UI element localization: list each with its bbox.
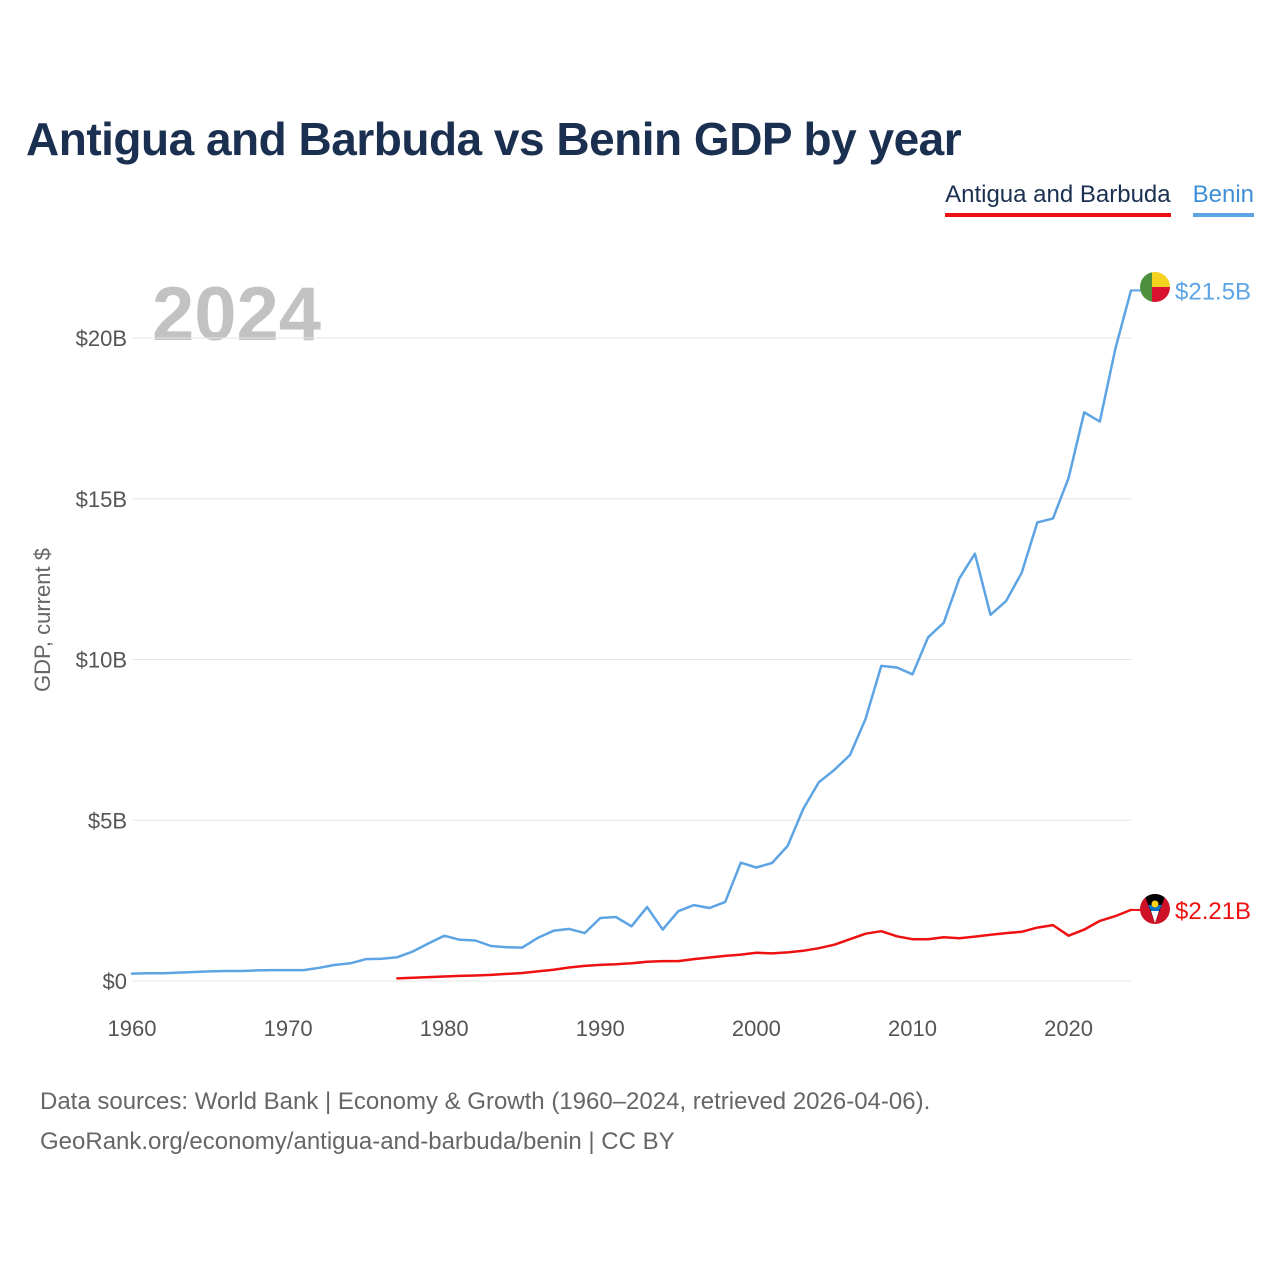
legend-item-benin[interactable]: Benin	[1192, 180, 1254, 217]
gdp-line-chart: 2024 $0 $5B $10B $15B $20B 1960 1970 1980 1990 2…	[30, 272, 1251, 1041]
x-tick-label: 2000	[732, 1016, 781, 1041]
series-group	[130, 289, 1141, 980]
x-tick-label: 1960	[108, 1016, 157, 1041]
series-line-antigua-and-barbuda[interactable]	[396, 908, 1133, 980]
end-labels: $21.5B $2.21B	[1175, 278, 1251, 925]
legend-item-antigua-and-barbuda[interactable]: Antigua and Barbuda	[945, 180, 1171, 217]
y-tick-label: $10B	[76, 648, 127, 673]
footer-link[interactable]: GeoRank.org/economy/antigua-and-barbuda/…	[40, 1128, 675, 1155]
end-value-label-benin: $21.5B	[1175, 278, 1251, 305]
chart-title: Antigua and Barbuda vs Benin GDP by year	[26, 113, 962, 165]
antigua-and-barbuda-flag-icon	[1140, 894, 1170, 924]
end-value-label-antigua-and-barbuda: $2.21B	[1175, 898, 1251, 925]
y-axis-label: GDP, current $	[30, 548, 55, 692]
x-tick-label: 1980	[420, 1016, 469, 1041]
benin-flag-icon	[1140, 272, 1170, 302]
y-axis-ticks: $0 $5B $10B $15B $20B	[76, 326, 127, 994]
current-year-label: 2024	[152, 272, 321, 357]
x-tick-label: 1970	[264, 1016, 313, 1041]
y-tick-label: $0	[103, 969, 127, 994]
x-axis-ticks: 1960 1970 1980 1990 2000 2010 2020	[108, 1016, 1094, 1041]
y-tick-label: $5B	[88, 808, 127, 833]
y-tick-label: $15B	[76, 487, 127, 512]
x-tick-label: 2020	[1044, 1016, 1093, 1041]
legend: Antigua and Barbuda Benin	[945, 180, 1254, 217]
footer-source: Data sources: World Bank | Economy & Gro…	[40, 1088, 931, 1115]
grid-lines	[132, 337, 1131, 982]
y-tick-label: $20B	[76, 326, 127, 351]
series-line-benin[interactable]	[130, 289, 1133, 975]
x-tick-label: 2010	[888, 1016, 937, 1041]
footer: Data sources: World Bank | Economy & Gro…	[40, 1082, 930, 1162]
x-tick-label: 1990	[576, 1016, 625, 1041]
end-markers	[1140, 272, 1170, 924]
